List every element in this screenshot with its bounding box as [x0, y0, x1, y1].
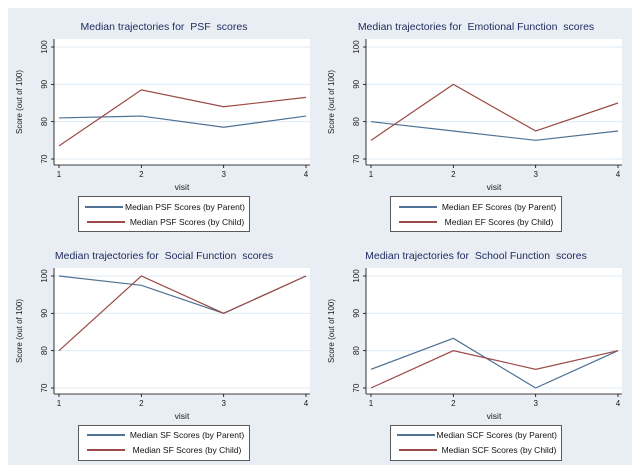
legend-label-child: Median SCF Scores (by Child) — [441, 445, 557, 455]
svg-text:visit: visit — [175, 182, 190, 192]
chart-plot-area-school-function: 70 80 90 100 1 2 3 4 visit Score (out of 100) — [326, 264, 626, 422]
svg-text:90: 90 — [352, 308, 361, 317]
legend-line-sample-child — [395, 220, 441, 223]
svg-text:Score (out of 100): Score (out of 100) — [327, 70, 336, 134]
legend-item-child: Median SF Scores (by Child) — [83, 443, 245, 458]
legend-line-sample-child — [395, 449, 441, 451]
legend-item-parent: Median PSF Scores (by Parent) — [83, 199, 245, 214]
legend-line-sample-parent — [83, 434, 129, 436]
svg-text:4: 4 — [616, 170, 621, 179]
legend-line-sample-child — [83, 220, 129, 223]
legend-item-parent: Median SCF Scores (by Parent) — [395, 428, 557, 443]
legend-item-parent: Median EF Scores (by Parent) — [395, 199, 557, 214]
svg-text:90: 90 — [40, 308, 49, 317]
svg-text:70: 70 — [40, 383, 49, 392]
chart-title-emotional-function: Median trajectories for Emotional Functi… — [357, 21, 595, 33]
svg-text:1: 1 — [369, 170, 374, 179]
legend-line-sample-parent — [83, 205, 125, 208]
svg-text:2: 2 — [139, 170, 144, 179]
figure-canvas: Median trajectories for PSF scores 70 80 9… — [8, 8, 632, 465]
chart-title-psf: Median trajectories for PSF scores — [80, 21, 248, 33]
svg-text:90: 90 — [40, 79, 49, 88]
svg-text:3: 3 — [533, 170, 538, 179]
legend-psf: Median PSF Scores (by Parent) Median PSF… — [78, 196, 250, 232]
svg-text:80: 80 — [40, 117, 49, 126]
svg-text:100: 100 — [40, 40, 49, 54]
svg-text:70: 70 — [352, 154, 361, 163]
svg-text:visit: visit — [487, 411, 502, 421]
legend-emotional-function: Median EF Scores (by Parent) Median EF S… — [390, 196, 562, 232]
legend-label-child: Median EF Scores (by Child) — [444, 216, 554, 227]
svg-text:2: 2 — [451, 170, 456, 179]
chart-panel-social-function: Median trajectories for Social Function … — [8, 237, 320, 465]
legend-school-function: Median SCF Scores (by Parent) Median SCF… — [390, 424, 562, 461]
svg-text:3: 3 — [221, 399, 226, 408]
svg-text:Score (out of 100): Score (out of 100) — [327, 298, 336, 362]
chart-plot-area-emotional-function: 70 80 90 100 1 2 3 4 visit Score (out of 100) — [326, 35, 626, 193]
svg-text:4: 4 — [616, 399, 621, 408]
svg-text:100: 100 — [352, 268, 361, 282]
svg-text:2: 2 — [139, 399, 144, 408]
svg-text:3: 3 — [533, 399, 538, 408]
svg-text:2: 2 — [451, 399, 456, 408]
legend-label-child: Median PSF Scores (by Child) — [129, 216, 245, 227]
legend-label-parent: Median SF Scores (by Parent) — [129, 430, 245, 440]
svg-text:90: 90 — [352, 79, 361, 88]
legend-social-function: Median SF Scores (by Parent) Median SF S… — [78, 424, 250, 461]
legend-line-sample-parent — [395, 434, 437, 436]
svg-text:70: 70 — [40, 154, 49, 163]
chart-plot-area-psf: 70 80 90 100 1 2 3 4 visit Score (out of 100) — [14, 35, 314, 193]
svg-text:1: 1 — [369, 399, 374, 408]
svg-text:visit: visit — [175, 411, 190, 421]
svg-text:1: 1 — [57, 170, 62, 179]
legend-item-child: Median SCF Scores (by Child) — [395, 443, 557, 458]
svg-text:4: 4 — [304, 399, 309, 408]
legend-label-parent: Median SCF Scores (by Parent) — [436, 430, 557, 440]
svg-text:80: 80 — [352, 345, 361, 354]
svg-text:Score (out of 100): Score (out of 100) — [15, 70, 24, 134]
chart-plot-area-social-function: 70 80 90 100 1 2 3 4 visit Score (out of 100) — [14, 264, 314, 422]
legend-item-child: Median EF Scores (by Child) — [395, 214, 557, 229]
chart-title-social-function: Median trajectories for Social Function … — [54, 249, 274, 262]
chart-panel-emotional-function: Median trajectories for Emotional Functi… — [320, 8, 632, 236]
legend-line-sample-child — [83, 449, 129, 451]
legend-line-sample-parent — [395, 205, 441, 208]
svg-text:visit: visit — [487, 182, 502, 192]
svg-text:100: 100 — [40, 268, 49, 282]
svg-text:3: 3 — [221, 170, 226, 179]
svg-text:4: 4 — [304, 170, 309, 179]
legend-item-child: Median PSF Scores (by Child) — [83, 214, 245, 229]
legend-label-parent: Median EF Scores (by Parent) — [441, 201, 557, 212]
chart-panel-psf: Median trajectories for PSF scores 70 80 9… — [8, 8, 320, 236]
legend-label-parent: Median PSF Scores (by Parent) — [125, 201, 245, 212]
svg-text:Score (out of 100): Score (out of 100) — [15, 298, 24, 362]
chart-panel-school-function: Median trajectories for School Function … — [320, 237, 632, 465]
legend-label-child: Median SF Scores (by Child) — [132, 445, 242, 455]
svg-text:80: 80 — [40, 345, 49, 354]
chart-title-school-function: Median trajectories for School Function … — [365, 249, 587, 262]
svg-text:70: 70 — [352, 383, 361, 392]
svg-text:80: 80 — [352, 117, 361, 126]
legend-item-parent: Median SF Scores (by Parent) — [83, 428, 245, 443]
svg-text:1: 1 — [57, 399, 62, 408]
svg-text:100: 100 — [352, 40, 361, 54]
